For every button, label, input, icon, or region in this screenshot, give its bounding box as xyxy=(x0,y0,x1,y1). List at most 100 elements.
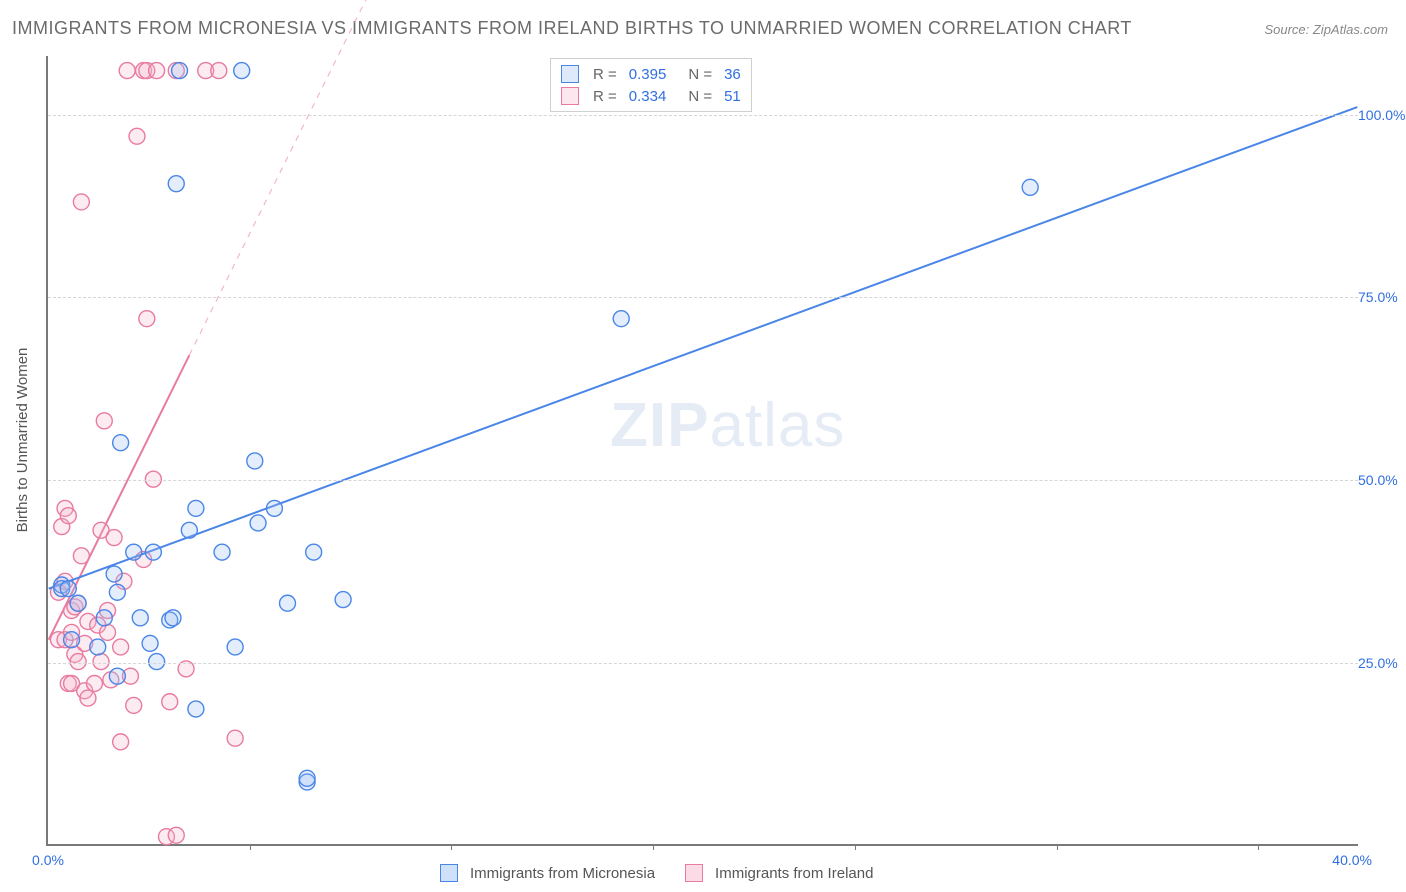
data-point xyxy=(165,610,181,626)
data-point xyxy=(172,63,188,79)
x-tick-label-max: 40.0% xyxy=(1332,852,1372,868)
data-point xyxy=(145,471,161,487)
data-point xyxy=(145,544,161,560)
data-point xyxy=(1022,179,1038,195)
data-point xyxy=(214,544,230,560)
legend-swatch-0 xyxy=(561,65,579,83)
legend-n-label-0: N = xyxy=(688,66,712,83)
data-point xyxy=(73,194,89,210)
data-point xyxy=(250,515,266,531)
data-point xyxy=(64,632,80,648)
gridline-vertical xyxy=(653,56,654,844)
data-point xyxy=(335,592,351,608)
data-point xyxy=(106,530,122,546)
data-point xyxy=(80,690,96,706)
data-point xyxy=(181,522,197,538)
data-point xyxy=(73,548,89,564)
x-tick-mark xyxy=(855,844,856,850)
y-tick-label: 75.0% xyxy=(1358,289,1406,305)
data-point xyxy=(149,63,165,79)
gridline-vertical xyxy=(250,56,251,844)
chart-title: IMMIGRANTS FROM MICRONESIA VS IMMIGRANTS… xyxy=(12,18,1132,39)
data-point xyxy=(188,500,204,516)
legend-r-value-0: 0.395 xyxy=(629,66,667,83)
trend-line-dashed xyxy=(189,0,425,355)
data-point xyxy=(60,508,76,524)
data-point xyxy=(86,676,102,692)
data-point xyxy=(227,639,243,655)
data-point xyxy=(132,610,148,626)
trend-line xyxy=(49,107,1358,589)
y-tick-label: 50.0% xyxy=(1358,472,1406,488)
data-point xyxy=(96,610,112,626)
legend-r-label-1: R = xyxy=(593,88,617,105)
data-point xyxy=(306,544,322,560)
data-point xyxy=(119,63,135,79)
source-attribution: Source: ZipAtlas.com xyxy=(1264,22,1388,37)
legend-stats-row-1: R = 0.334 N = 51 xyxy=(561,85,741,107)
data-point xyxy=(613,311,629,327)
gridline-vertical xyxy=(1057,56,1058,844)
legend-r-label-0: R = xyxy=(593,66,617,83)
data-point xyxy=(60,581,76,597)
data-point xyxy=(70,654,86,670)
y-tick-label: 25.0% xyxy=(1358,655,1406,671)
data-point xyxy=(129,128,145,144)
data-point xyxy=(113,639,129,655)
legend-n-value-1: 51 xyxy=(724,88,741,105)
data-point xyxy=(168,827,184,843)
gridline-vertical xyxy=(1258,56,1259,844)
data-point xyxy=(113,734,129,750)
legend-n-label-1: N = xyxy=(688,88,712,105)
chart-svg xyxy=(48,56,1358,844)
gridline-horizontal xyxy=(48,480,1358,481)
plot-area: 25.0%50.0%75.0%100.0%0.0%40.0% xyxy=(46,56,1358,846)
data-point xyxy=(70,595,86,611)
x-tick-mark xyxy=(1258,844,1259,850)
data-point xyxy=(109,668,125,684)
data-point xyxy=(126,697,142,713)
x-tick-mark xyxy=(250,844,251,850)
gridline-horizontal xyxy=(48,663,1358,664)
data-point xyxy=(93,654,109,670)
data-point xyxy=(106,566,122,582)
legend-series-swatch-0 xyxy=(440,864,458,882)
legend-stats: R = 0.395 N = 36 R = 0.334 N = 51 xyxy=(550,58,752,112)
data-point xyxy=(280,595,296,611)
data-point xyxy=(109,584,125,600)
legend-n-value-0: 36 xyxy=(724,66,741,83)
legend-series-label-0: Immigrants from Micronesia xyxy=(470,865,655,882)
data-point xyxy=(299,770,315,786)
data-point xyxy=(227,730,243,746)
data-point xyxy=(168,176,184,192)
data-point xyxy=(113,435,129,451)
data-point xyxy=(149,654,165,670)
data-point xyxy=(266,500,282,516)
legend-r-value-1: 0.334 xyxy=(629,88,667,105)
data-point xyxy=(188,701,204,717)
gridline-horizontal xyxy=(48,297,1358,298)
legend-stats-row-0: R = 0.395 N = 36 xyxy=(561,63,741,85)
data-point xyxy=(96,413,112,429)
legend-series-item-0: Immigrants from Micronesia xyxy=(440,864,655,882)
y-axis-label: Births to Unmarried Women xyxy=(14,348,31,533)
gridline-vertical xyxy=(451,56,452,844)
legend-swatch-1 xyxy=(561,87,579,105)
gridline-horizontal xyxy=(48,115,1358,116)
data-point xyxy=(139,311,155,327)
data-point xyxy=(90,639,106,655)
data-point xyxy=(100,624,116,640)
x-tick-mark xyxy=(653,844,654,850)
data-point xyxy=(234,63,250,79)
data-point xyxy=(162,694,178,710)
y-tick-label: 100.0% xyxy=(1358,107,1406,123)
gridline-vertical xyxy=(855,56,856,844)
data-point xyxy=(142,635,158,651)
x-tick-label-min: 0.0% xyxy=(32,852,64,868)
x-tick-mark xyxy=(1057,844,1058,850)
x-tick-mark xyxy=(451,844,452,850)
legend-series: Immigrants from Micronesia Immigrants fr… xyxy=(440,864,873,882)
data-point xyxy=(126,544,142,560)
data-point xyxy=(211,63,227,79)
legend-series-swatch-1 xyxy=(685,864,703,882)
